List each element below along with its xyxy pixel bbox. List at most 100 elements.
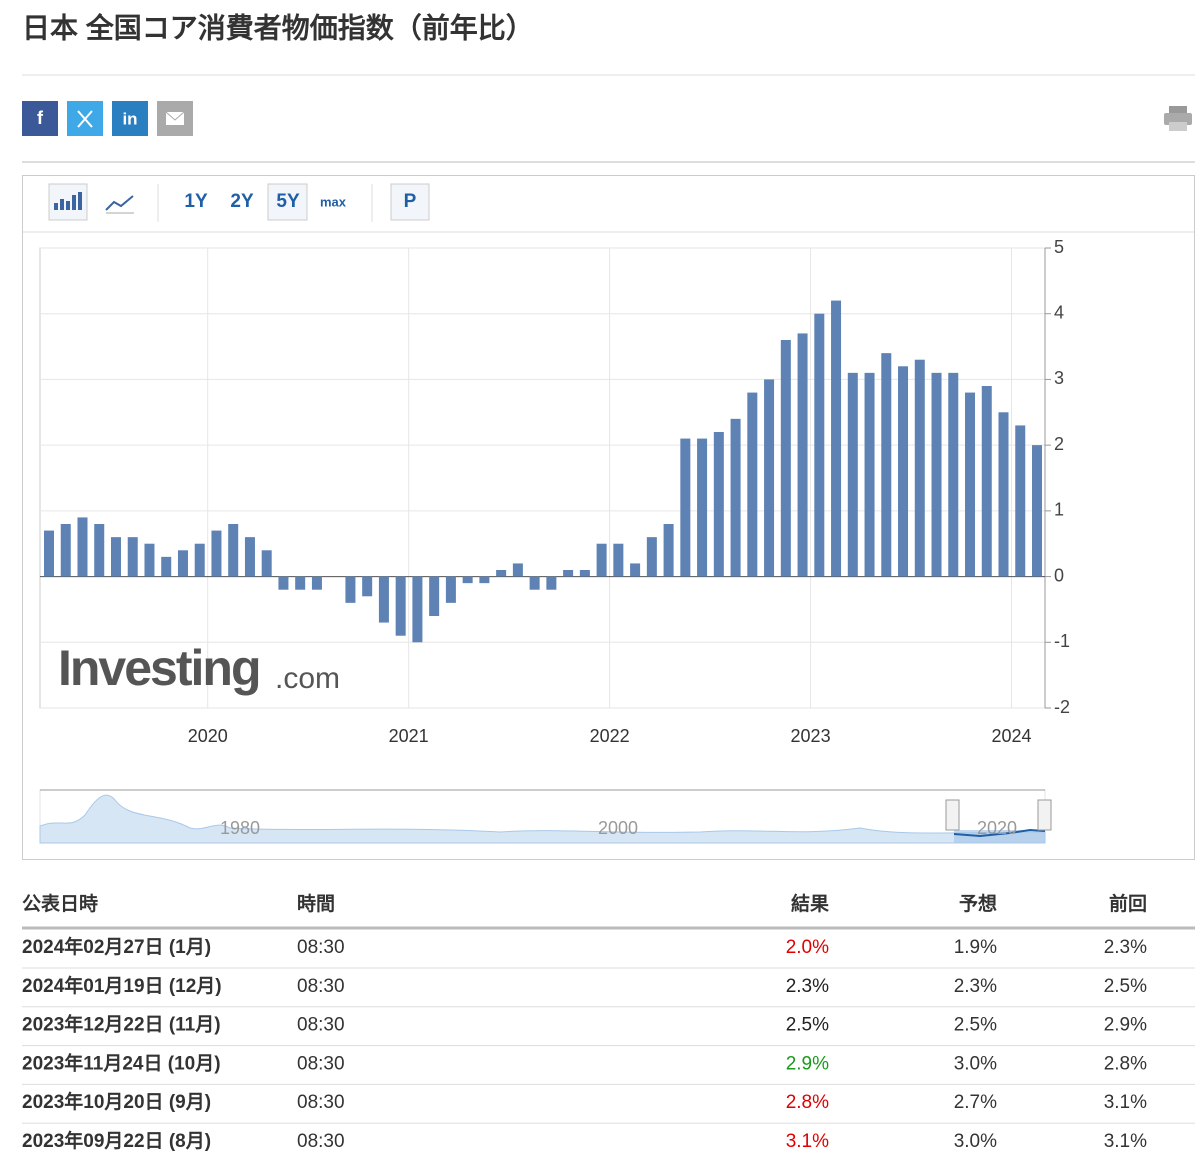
p-button-bg <box>390 183 430 221</box>
bar <box>814 313 825 577</box>
y-tick-label: 1 <box>1054 500 1064 520</box>
bar <box>914 359 925 577</box>
table-cell: 2023年10月20日 (9月) <box>22 1090 211 1113</box>
navigator <box>39 789 1052 844</box>
table-cell: 1.9% <box>954 937 997 958</box>
bar <box>512 563 523 577</box>
bar <box>77 517 88 577</box>
bar <box>613 543 624 577</box>
table-cell: 2.9% <box>1104 1015 1147 1036</box>
table-cell: 2.8% <box>786 1092 829 1113</box>
bar <box>630 563 641 577</box>
table-header: 公表日時 <box>22 892 98 915</box>
print-button[interactable] <box>1164 106 1192 131</box>
table-cell: 08:30 <box>297 937 345 958</box>
table-cell: 2024年02月27日 (1月) <box>22 935 211 958</box>
bar <box>161 556 172 577</box>
range-selected <box>267 183 308 221</box>
bar <box>228 524 239 577</box>
bar <box>596 543 607 577</box>
table-header: 時間 <box>297 893 335 915</box>
y-tick-label: -2 <box>1054 697 1070 717</box>
bar <box>831 300 842 577</box>
bar <box>546 576 557 590</box>
bar <box>998 412 1009 577</box>
share-linkedin[interactable]: in <box>112 101 148 136</box>
table-cell: 3.1% <box>786 1131 829 1152</box>
range-button[interactable]: 5Y <box>276 191 300 212</box>
table-cell: 2.3% <box>786 976 829 997</box>
table-cell: 08:30 <box>297 976 345 997</box>
table-cell: 2024年01月19日 (12月) <box>22 974 222 997</box>
x-tick-label: 2021 <box>389 726 429 746</box>
bar <box>244 537 255 577</box>
table-cell: 2.7% <box>954 1092 997 1113</box>
x-tick-label: 2023 <box>791 726 831 746</box>
bar <box>697 438 708 577</box>
navigator-label: 2000 <box>598 818 638 838</box>
table-cell: 2.9% <box>786 1053 829 1074</box>
bar <box>429 576 440 616</box>
bar <box>311 576 322 590</box>
bar <box>847 372 858 577</box>
p-button[interactable]: P <box>404 191 417 212</box>
table-cell: 08:30 <box>297 1015 345 1036</box>
share-x[interactable] <box>67 101 103 136</box>
bar <box>713 432 724 577</box>
bar <box>680 438 691 577</box>
bar <box>646 537 657 577</box>
bar <box>412 576 423 643</box>
navigator-label: 1980 <box>220 818 260 838</box>
table-cell: 08:30 <box>297 1092 345 1113</box>
bar <box>211 530 222 577</box>
bar <box>898 366 909 577</box>
bar <box>44 530 54 577</box>
table-header: 予想 <box>959 892 997 915</box>
watermark-suffix: .com <box>275 662 340 695</box>
bar <box>579 570 590 577</box>
bar-chart-button[interactable] <box>48 183 88 221</box>
svg-text:in: in <box>122 109 137 128</box>
data-table: 公表日時 時間 結果 予想 前回 2024年02月27日 (1月) 08:30 2.0% 1.9… <box>22 892 1195 1152</box>
bar <box>177 550 188 577</box>
y-tick-label: 0 <box>1054 565 1064 585</box>
x-tick-label: 2022 <box>590 726 630 746</box>
bar <box>362 576 373 597</box>
bar <box>295 576 306 590</box>
navigator-label: 2020 <box>977 818 1017 838</box>
y-tick-label: 3 <box>1054 368 1064 388</box>
range-button[interactable]: max <box>320 194 347 209</box>
x-tick-label: 2020 <box>188 726 228 746</box>
bar <box>94 524 105 577</box>
table-header: 結果 <box>791 892 829 915</box>
table-cell: 3.1% <box>1104 1092 1147 1113</box>
line-chart-button[interactable] <box>105 195 134 214</box>
table-header: 前回 <box>1109 892 1147 915</box>
svg-text:f: f <box>37 108 44 128</box>
table-cell: 3.0% <box>954 1053 997 1074</box>
bar <box>747 392 758 577</box>
table-cell: 2.8% <box>1104 1053 1147 1074</box>
range-button[interactable]: 2Y <box>230 191 254 212</box>
bar <box>395 576 406 636</box>
range-button[interactable]: 1Y <box>184 191 208 212</box>
table-cell: 2.3% <box>1104 937 1147 958</box>
y-tick-label: 5 <box>1054 237 1064 257</box>
bar <box>127 537 138 577</box>
bar <box>981 386 992 577</box>
bar <box>965 392 976 577</box>
share-email[interactable] <box>157 101 193 136</box>
bar <box>1015 425 1026 577</box>
plot-area <box>39 247 1046 709</box>
bar <box>1032 445 1042 577</box>
share-facebook[interactable]: f <box>22 101 58 136</box>
y-tick-label: 4 <box>1054 302 1064 322</box>
page-title: 日本 全国コア消費者物価指数（前年比） <box>22 11 534 43</box>
table-cell: 3.0% <box>954 1131 997 1152</box>
bar <box>881 353 892 577</box>
bar <box>864 372 875 577</box>
bar <box>60 524 71 577</box>
bar <box>144 543 155 577</box>
